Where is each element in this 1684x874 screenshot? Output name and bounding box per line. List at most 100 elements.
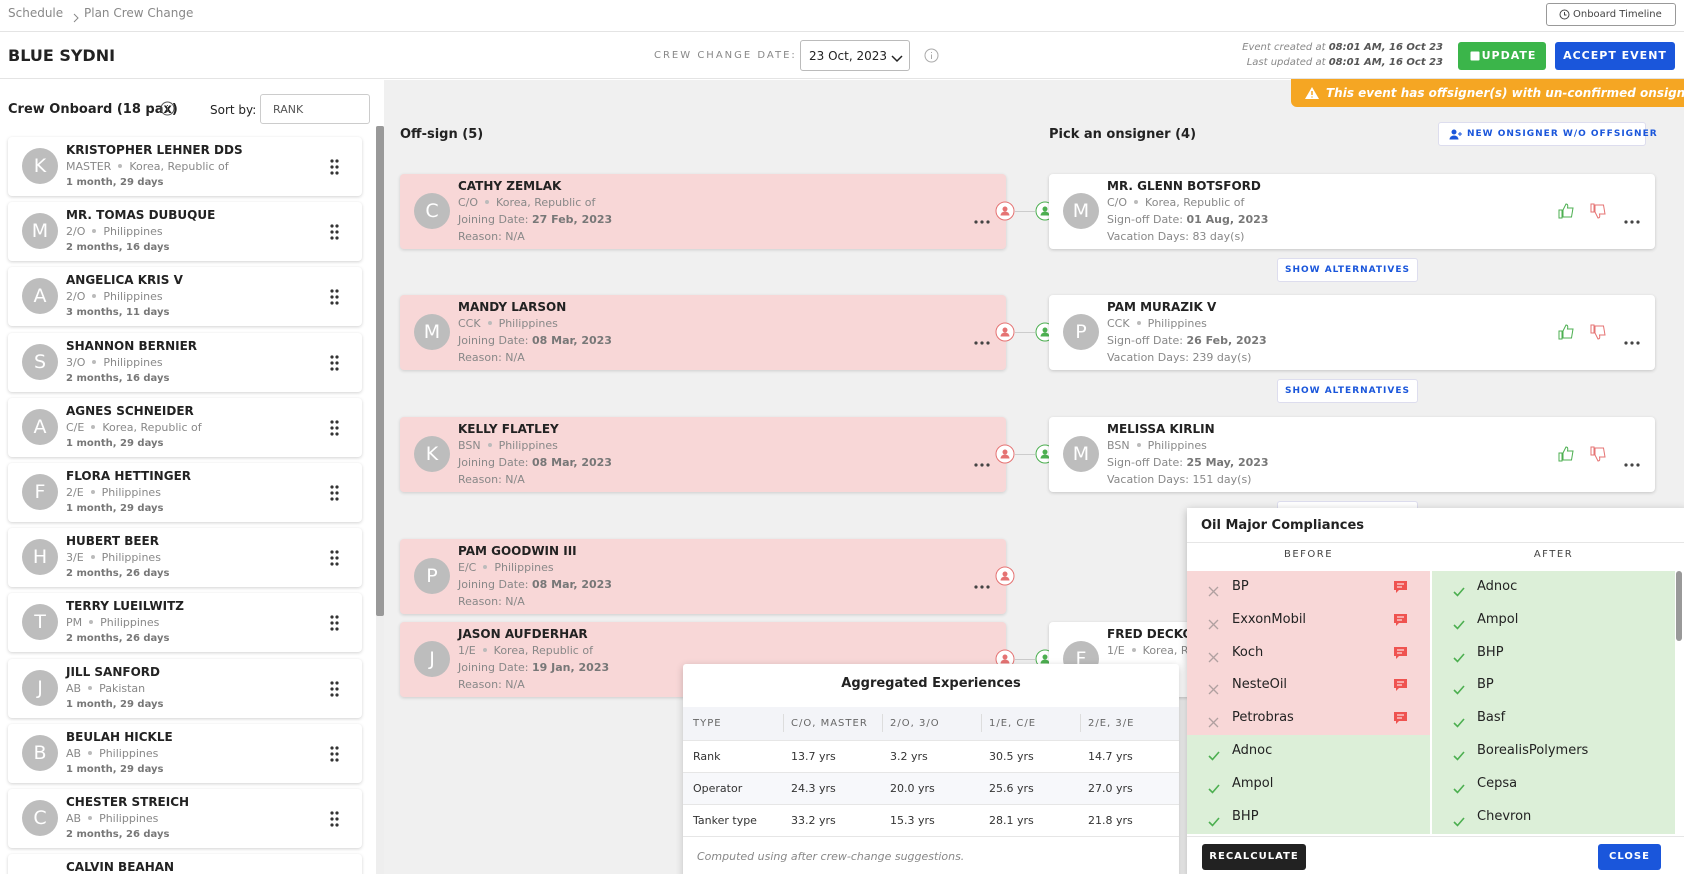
crew-card[interactable]: A ANGELICA KRIS V 2/O Philippines 3 months, … — [8, 267, 362, 327]
crew-rank: 2/E — [66, 486, 84, 499]
onsigner-card[interactable]: M MELISSA KIRLIN BSN Philippines Sign-off Da… — [1049, 417, 1655, 492]
offsign-title: Off-sign (5) — [400, 127, 484, 142]
crew-card[interactable]: C CHESTER STREICH AB Philippines 2 months, 2… — [8, 789, 362, 848]
vacation-days: Vacation Days: 151 day(s) — [1107, 473, 1251, 486]
accept-event-button[interactable]: ACCEPT EVENT — [1555, 42, 1675, 70]
offsigner-rank: E/C — [458, 561, 477, 574]
crew-card[interactable]: J JILL SANFORD AB Pakistan 1 month, 29 days — [8, 658, 362, 718]
crew-rank: 2/O — [66, 290, 86, 304]
update-button[interactable]: UPDATE — [1458, 42, 1546, 70]
crew-name: TERRY LUEILWITZ — [66, 599, 185, 614]
joining-value: 08 Mar, 2023 — [532, 334, 612, 347]
vacation-days: Vacation Days: 83 day(s) — [1107, 230, 1244, 243]
onsigner-card[interactable]: M MR. GLENN BOTSFORD C/O Korea, Republic of… — [1049, 174, 1655, 249]
crew-name: ANGELICA KRIS V — [66, 273, 183, 288]
drag-handle — [330, 420, 340, 440]
crew-country: Korea, Republic of — [129, 160, 229, 173]
scrollbar-thumb — [376, 126, 384, 616]
crew-card[interactable]: T TERRY LUEILWITZ PM Philippines 2 months, 2… — [8, 593, 362, 653]
compliance-name: Chevron — [1477, 808, 1532, 824]
signoff-value: 01 Aug, 2023 — [1186, 213, 1269, 226]
onsigner-rank: 1/E — [1107, 644, 1125, 657]
offsigner-details: 1/E Korea, Republic of — [458, 644, 593, 657]
crew-details: MASTER Korea, Republic of — [66, 160, 229, 173]
crew-card[interactable]: S SHANNON BERNIER 3/O Philippines 2 months, … — [8, 332, 362, 392]
show-alternatives-button[interactable]: SHOW ALTERNATIVES — [1277, 258, 1418, 282]
separator-dot — [118, 164, 123, 168]
onsign-title: Pick an onsigner (4) — [1049, 127, 1197, 142]
close-button[interactable]: CLOSE — [1598, 844, 1661, 870]
offsigner-card[interactable]: M MANDY LARSON CCK Philippines Joining Date:… — [400, 295, 1006, 370]
joining-date: Joining Date: 19 Jan, 2023 — [458, 661, 609, 674]
more-button — [974, 574, 990, 593]
crew-country: Philippines — [101, 551, 161, 565]
offsigner-status-icon — [995, 201, 1015, 225]
history-icon — [1559, 9, 1570, 23]
comment-icon — [1393, 645, 1408, 664]
crew-details: AB Philippines — [66, 812, 158, 825]
table-note: Computed using after crew-change suggest… — [697, 850, 965, 863]
table-cell: Tanker type — [693, 814, 757, 827]
compliance-row-bg — [1187, 735, 1430, 769]
offsigner-card[interactable]: C CATHY ZEMLAK C/O Korea, Republic of Joinin… — [400, 174, 1006, 249]
check-icon — [1453, 812, 1465, 831]
compliance-row-bg — [1187, 800, 1430, 834]
onsigner-details: CCK Philippines — [1107, 317, 1207, 330]
check-icon — [1453, 713, 1465, 732]
compliance-name: BP — [1232, 579, 1249, 594]
compliance-row-bg — [1432, 702, 1675, 736]
joining-date: Joining Date: 27 Feb, 2023 — [458, 213, 612, 226]
check-icon — [1453, 680, 1465, 699]
show-alternatives-button[interactable]: SHOW ALTERNATIVES — [1277, 379, 1418, 403]
button-label: ACCEPT EVENT — [1563, 49, 1667, 62]
separator-dot — [89, 620, 94, 625]
comment-icon — [1393, 612, 1408, 631]
vacation-label: Vacation Days: — [1107, 351, 1189, 364]
compliance-name: Cepsa — [1477, 775, 1518, 791]
crew-card[interactable]: K KRISTOPHER LEHNER DDS MASTER Korea, Repub… — [8, 137, 362, 196]
vacation-value: 83 day(s) — [1192, 230, 1245, 243]
cross-icon — [1208, 713, 1219, 732]
crew-details: 2/E Philippines — [66, 486, 161, 499]
crew-card[interactable]: B BEULAH HICKLE AB Philippines 1 month, 29 d… — [8, 723, 362, 783]
onboard-timeline-button[interactable]: Onboard Timeline — [1546, 3, 1676, 26]
table-cell: 24.3 yrs — [791, 782, 836, 795]
crew-details: AB Pakistan — [66, 682, 145, 695]
offsigner-card[interactable]: J JASON AUFDERHAR 1/E Korea, Republic of Joi… — [400, 622, 1006, 697]
crew-sidebar: Crew Onboard (18 pax) Sort by: RANK K KRISTO… — [0, 80, 384, 874]
separator-dot — [90, 555, 95, 560]
sort-select[interactable]: RANK — [260, 94, 370, 124]
scrollbar-thumb — [1676, 571, 1682, 641]
new-onsigner-button[interactable]: NEW ONSIGNER W/O OFFSIGNER — [1438, 122, 1657, 146]
offsigner-name: PAM GOODWIN III — [458, 544, 577, 558]
crew-card[interactable]: CALVIN BEAHAN — [8, 854, 362, 874]
crew-card[interactable]: F FLORA HETTINGER 2/E Philippines 1 month, 2… — [8, 463, 362, 522]
crew-card[interactable]: H HUBERT BEER 3/E Philippines 2 months, 26 d… — [8, 528, 362, 588]
compliance-row-bg — [1432, 735, 1675, 769]
offsigner-card[interactable]: K KELLY FLATLEY BSN Philippines Joining Date… — [400, 417, 1006, 492]
column-divider — [882, 714, 883, 732]
header-divider — [1187, 542, 1684, 543]
sort-value: RANK — [273, 103, 304, 116]
separator-dot — [485, 200, 490, 204]
offsigner-name: CATHY ZEMLAK — [458, 179, 562, 193]
crew-rank: C/E — [66, 420, 85, 434]
column-divider — [981, 714, 982, 732]
compliance-row-bg — [1432, 571, 1675, 605]
crew-card[interactable]: A AGNES SCHNEIDER C/E Korea, Republic of 1 m… — [8, 397, 362, 457]
offsigner-card[interactable]: P PAM GOODWIN III E/C Philippines Joining Da… — [400, 539, 1006, 614]
avatar: A — [22, 278, 58, 315]
crew-card[interactable]: M MR. TOMAS DUBUQUE 2/O Philippines 2 months… — [8, 202, 362, 262]
crew-duration: 2 months, 26 days — [66, 829, 170, 840]
crew-change-date-dropdown[interactable]: 23 Oct, 2023 — [800, 40, 910, 71]
avatar: T — [22, 604, 58, 641]
crew-details: C/E Korea, Republic of — [66, 421, 202, 434]
onsigner-card[interactable]: P PAM MURAZIK V CCK Philippines Sign-off Dat… — [1049, 295, 1655, 370]
more-button — [1624, 209, 1640, 228]
crew-details: 2/O Philippines — [66, 290, 163, 303]
crew-country: Philippines — [103, 355, 163, 369]
drag-handle — [330, 354, 340, 375]
offsigner-country: Korea, Republic of — [496, 196, 596, 209]
recalculate-button[interactable]: RECALCULATE — [1202, 844, 1306, 870]
vacation-label: Vacation Days: — [1107, 473, 1189, 486]
